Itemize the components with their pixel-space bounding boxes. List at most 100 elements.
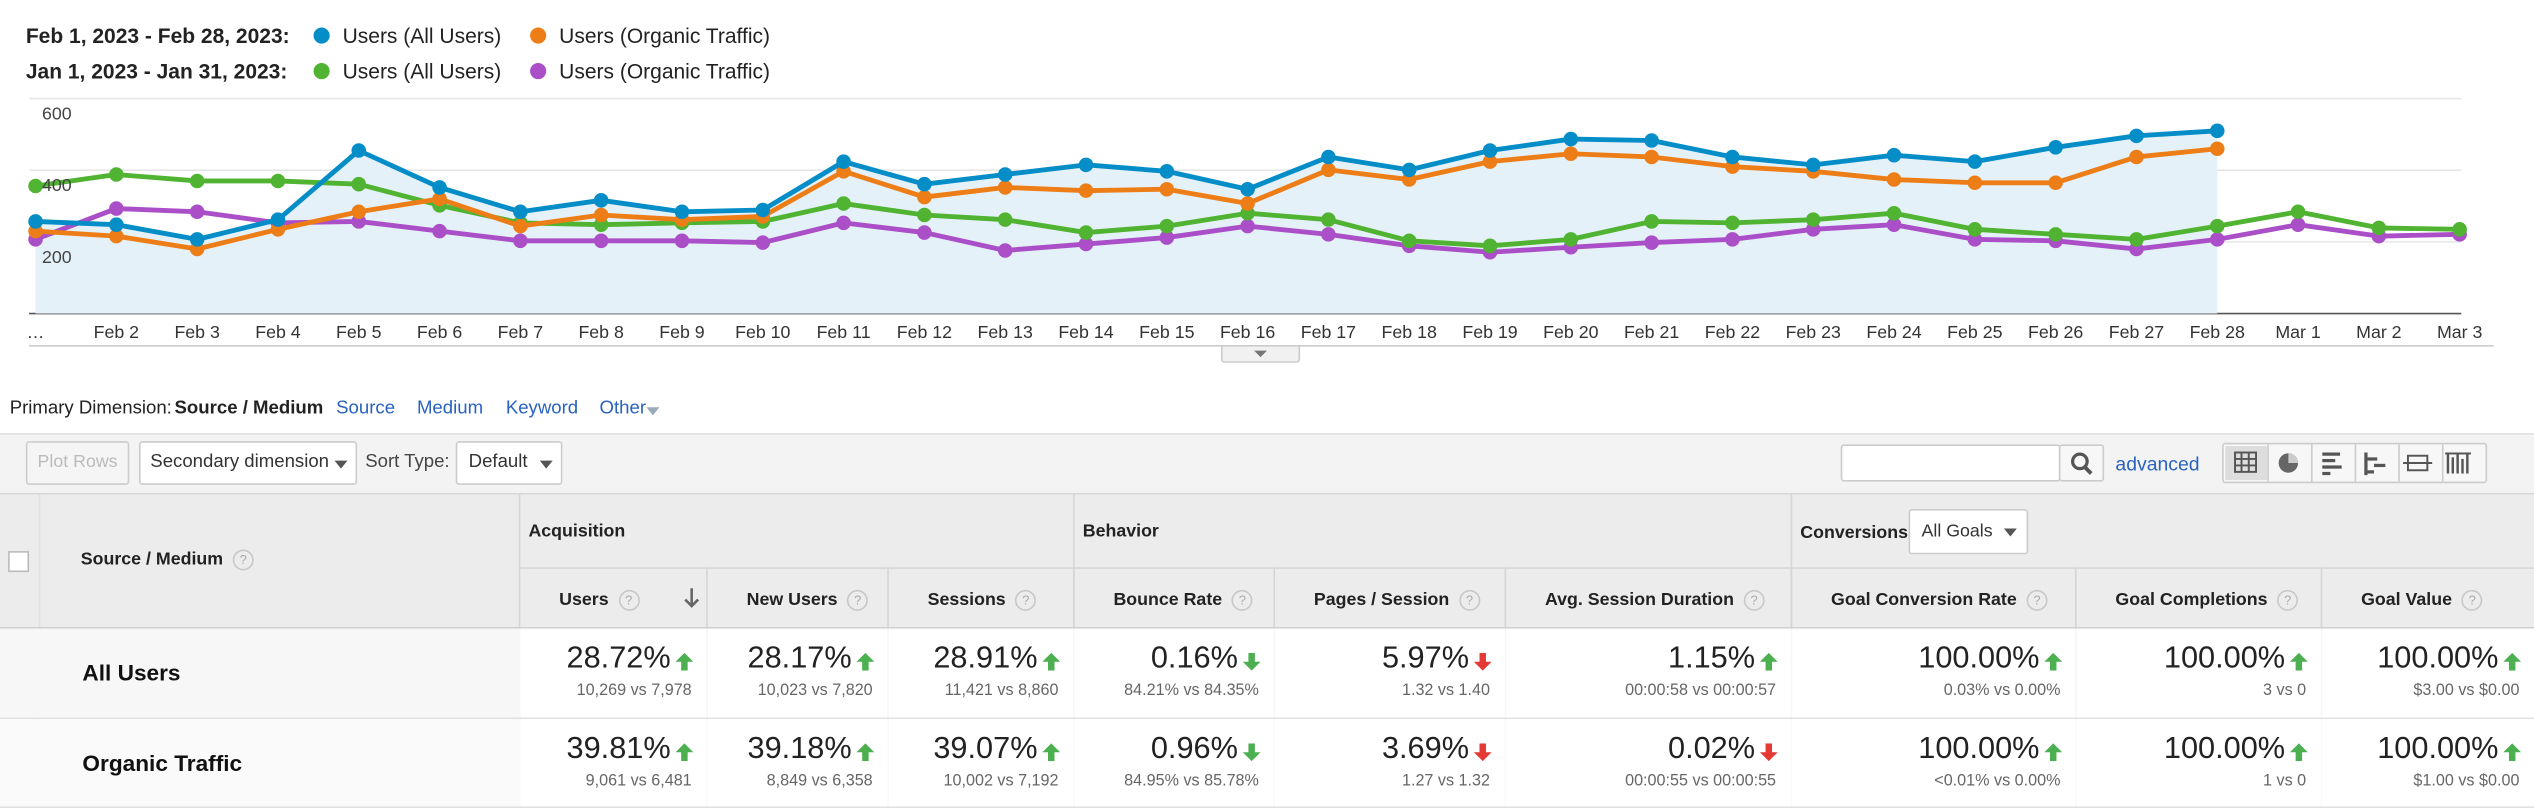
data-point: [1159, 230, 1175, 245]
goals-dropdown[interactable]: All Goals: [1908, 509, 2029, 555]
help-icon: ?: [2277, 589, 2299, 611]
trend-arrow-shape: [1759, 742, 1778, 761]
header-text: Avg. Session Duration: [1544, 590, 1734, 610]
dropdown-caret: [334, 460, 348, 469]
cell-background: [2076, 628, 2321, 717]
data-point: [1240, 181, 1255, 197]
toolbar: Plot Rows Secondary dimension Sort Type:…: [0, 433, 2534, 495]
cell-background: [1792, 718, 2076, 807]
data-point: [593, 207, 609, 223]
dimension-link[interactable]: Keyword: [505, 399, 579, 419]
metric-comparison: 10,023 vs 7,820: [757, 681, 873, 700]
data-point: [1321, 227, 1336, 242]
x-tick-label: Feb 8: [578, 322, 624, 342]
x-tick-label: Feb 22: [1705, 322, 1760, 342]
data-point: [513, 218, 528, 234]
x-tick-label: …: [27, 322, 45, 342]
header-background: [0, 494, 2534, 628]
data-point: [917, 207, 932, 223]
data-point: [1401, 233, 1417, 249]
dropdown-caret: [539, 460, 553, 469]
column-header[interactable]: Goal Conversion Rate?: [1831, 589, 2048, 611]
data-point: [2290, 204, 2306, 220]
x-tick-label: Feb 4: [255, 322, 301, 342]
trend-arrow: [1473, 742, 1492, 761]
trend-arrow-shape: [1473, 652, 1492, 671]
data-point: [997, 212, 1013, 227]
column-header[interactable]: Sessions?: [928, 589, 1037, 611]
header-text: New Users: [746, 590, 838, 610]
column-header[interactable]: Goal Completions?: [2115, 589, 2299, 611]
data-point: [1321, 162, 1336, 178]
search-button[interactable]: [2058, 444, 2105, 482]
cell-background: [2322, 718, 2534, 807]
chart: Feb 1, 2023 - Feb 28, 2023: Users (All Us…: [26, 25, 2494, 363]
legend-swatch: [313, 63, 330, 80]
trend-arrow: [675, 652, 694, 671]
trend-arrow-shape: [856, 742, 875, 761]
cell-background: [1275, 628, 1505, 717]
metric-value: 5.97%: [1381, 641, 1470, 676]
trend-arrow-shape: [2044, 742, 2063, 761]
data-point: [2452, 222, 2467, 237]
column-header[interactable]: New Users?: [746, 589, 869, 611]
cell-background: [1792, 628, 2076, 717]
group-header: Behavior: [1082, 521, 1159, 542]
cell-background: [1506, 628, 1791, 717]
metric-value: 0.16%: [1150, 641, 1238, 676]
trend-arrow-shape: [2503, 742, 2522, 761]
data-point: [1159, 218, 1175, 234]
advanced-link[interactable]: advanced: [2115, 452, 2200, 476]
column-header[interactable]: Bounce Rate?: [1113, 589, 1253, 611]
x-tick-label: Feb 20: [1543, 322, 1598, 342]
data-point: [513, 233, 528, 249]
metric-comparison: 8,849 vs 6,358: [766, 771, 873, 790]
metric-value: 100.00%: [2163, 641, 2286, 676]
cell-background: [888, 718, 1074, 807]
trend-arrow-shape: [675, 652, 694, 671]
active-dimension[interactable]: Source / Medium: [174, 399, 324, 419]
view-switcher[interactable]: [2222, 442, 2488, 484]
row-border: [0, 716, 2534, 719]
sort-dropdown[interactable]: Default: [455, 441, 563, 485]
header-text: Goal Conversion Rate: [1831, 590, 2017, 610]
data-point: [1644, 214, 1659, 229]
data-point: [1078, 225, 1094, 240]
x-tick-label: Feb 19: [1462, 322, 1517, 342]
metric-value: 28.91%: [933, 641, 1038, 676]
column-header[interactable]: Users?: [559, 589, 640, 611]
data-point: [836, 196, 851, 211]
trend-arrow-shape: [675, 742, 694, 761]
plot-rows-button[interactable]: Plot Rows: [25, 441, 130, 485]
column-header[interactable]: Pages / Session?: [1314, 589, 1480, 611]
data-point: [1644, 235, 1659, 250]
search-input[interactable]: [1840, 444, 2061, 482]
column-header[interactable]: Goal Value?: [2361, 589, 2483, 611]
trend-arrow: [856, 742, 875, 761]
metric-comparison: 00:00:58 vs 00:00:57: [1625, 681, 1777, 700]
help-icon: ?: [1231, 589, 1253, 611]
x-tick-label: Feb 13: [978, 322, 1033, 342]
trend-arrow: [675, 742, 694, 761]
data-point: [1563, 131, 1579, 147]
view-icons: [2225, 444, 2471, 482]
data-point: [917, 189, 932, 205]
data-point: [432, 223, 447, 239]
data-point: [1886, 205, 1902, 221]
dimension-link[interactable]: Source: [336, 399, 396, 419]
data-point: [917, 176, 932, 192]
metric-value: 100.00%: [2377, 641, 2499, 676]
secondary-dimension-dropdown[interactable]: Secondary dimension: [138, 441, 358, 485]
dimension-link[interactable]: Medium: [416, 399, 484, 419]
column-header[interactable]: Avg. Session Duration?: [1544, 589, 1765, 611]
data-point: [109, 201, 124, 216]
data-point: [28, 178, 43, 194]
dimension-link[interactable]: Other: [599, 399, 647, 419]
data-point: [189, 173, 205, 189]
legend-label: Users (Organic Traffic): [559, 25, 770, 48]
data-point: [1886, 172, 1902, 187]
x-tick-label: Feb 6: [417, 322, 463, 342]
data-point: [1078, 236, 1094, 252]
trend-arrow: [1473, 652, 1492, 671]
